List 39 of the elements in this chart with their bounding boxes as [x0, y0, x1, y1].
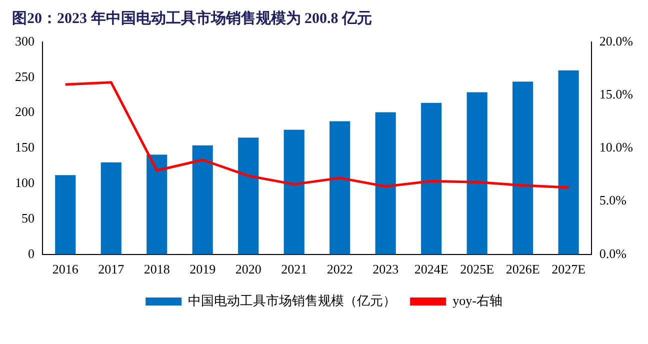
y-tick-label: 200: [15, 104, 34, 120]
y-tick-label: 300: [15, 33, 34, 48]
y2-tick-label: 0.0%: [599, 246, 627, 261]
x-tick-label: 2020: [235, 262, 262, 277]
x-tick-label: 2025E: [460, 262, 494, 277]
bar: [330, 121, 350, 254]
x-tick-label: 2023: [372, 262, 399, 277]
x-tick-label: 2026E: [506, 262, 540, 277]
bar: [512, 82, 534, 254]
x-tick-label: 2022: [326, 262, 353, 277]
x-tick-label: 2017: [98, 262, 125, 277]
y2-tick-label: 15.0%: [599, 86, 634, 102]
bar: [238, 138, 259, 254]
bar: [192, 145, 213, 254]
y-tick-label: 0: [28, 246, 34, 261]
bar: [421, 102, 442, 254]
bar: [146, 154, 168, 254]
x-tick-label: 2016: [52, 262, 79, 277]
x-tick-label: 2024E: [414, 262, 448, 277]
y-tick-label: 150: [15, 140, 34, 155]
bar: [284, 130, 304, 254]
x-tick-label: 2027E: [552, 262, 586, 277]
bar: [375, 112, 396, 254]
x-tick-label: 2019: [190, 262, 216, 277]
y2-tick-label: 5.0%: [599, 192, 627, 208]
bar: [558, 70, 579, 254]
y-tick-label: 250: [15, 68, 34, 84]
y2-tick-label: 20.0%: [599, 33, 634, 48]
bar: [55, 175, 76, 254]
y-tick-label: 100: [15, 175, 34, 190]
bar: [466, 92, 488, 254]
bar: [100, 162, 122, 254]
y2-tick-label: 10.0%: [599, 140, 634, 155]
x-tick-label: 2018: [144, 262, 170, 277]
legend-label: 中国电动工具市场销售规模（亿元）: [188, 292, 396, 308]
y-tick-label: 50: [22, 210, 34, 226]
chart-title: 图20：2023 年中国电动工具市场销售规模为 200.8 亿元: [12, 8, 372, 27]
x-tick-label: 2021: [281, 262, 308, 277]
legend-label: yoy-右轴: [452, 292, 502, 308]
